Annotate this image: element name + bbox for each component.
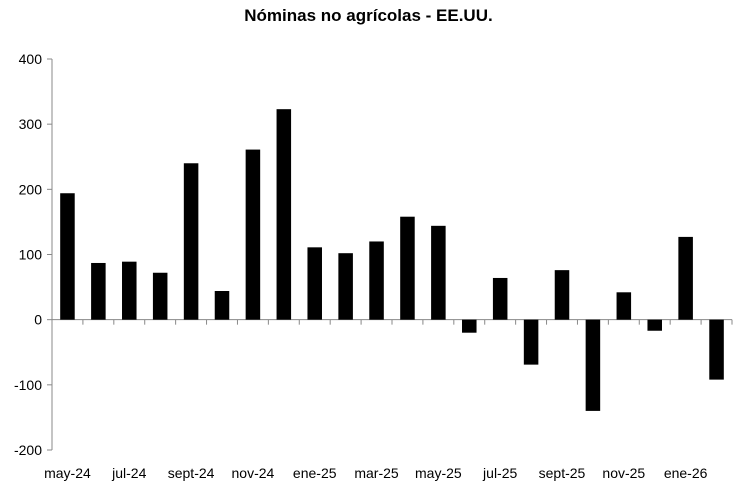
axes (47, 58, 733, 451)
x-tick-label: jul-25 (482, 465, 517, 481)
bar (152, 272, 168, 320)
bar (400, 216, 415, 320)
bar (276, 109, 292, 320)
bar (678, 236, 693, 320)
y-tick-label: 0 (34, 312, 42, 328)
bar (369, 241, 384, 320)
bar (338, 253, 353, 320)
y-tick-label: -100 (14, 377, 42, 393)
bar (462, 319, 477, 333)
bar (709, 319, 724, 380)
bar (492, 277, 508, 320)
bar (616, 292, 632, 320)
x-tick-label: jul-24 (111, 465, 146, 481)
bars (60, 109, 724, 411)
y-tick-label: 400 (19, 51, 43, 67)
bar (647, 319, 662, 331)
bar (183, 163, 199, 320)
x-tick-label: sept-25 (539, 465, 586, 481)
bar (523, 319, 539, 365)
bar (60, 193, 75, 320)
bar (245, 149, 261, 320)
bar (307, 247, 322, 320)
y-tick-label: -200 (14, 442, 42, 458)
bar (431, 225, 446, 320)
bar (91, 262, 106, 320)
bar (122, 261, 137, 320)
x-tick-label: ene-26 (664, 465, 708, 481)
y-tick-label: 100 (19, 247, 43, 263)
x-tick-label: sept-24 (168, 465, 215, 481)
bar (554, 270, 570, 320)
x-tick-label: ene-25 (293, 465, 337, 481)
y-tick-label: 300 (19, 116, 43, 132)
x-tick-label: nov-24 (232, 465, 275, 481)
bar (585, 319, 601, 411)
chart-title: Nóminas no agrícolas - EE.UU. (244, 6, 493, 25)
y-tick-label: 200 (19, 181, 43, 197)
x-tick-label: mar-25 (354, 465, 399, 481)
x-tick-label: nov-25 (602, 465, 645, 481)
bar (214, 290, 230, 320)
x-tick-label: may-24 (44, 465, 91, 481)
x-tick-label: may-25 (415, 465, 462, 481)
